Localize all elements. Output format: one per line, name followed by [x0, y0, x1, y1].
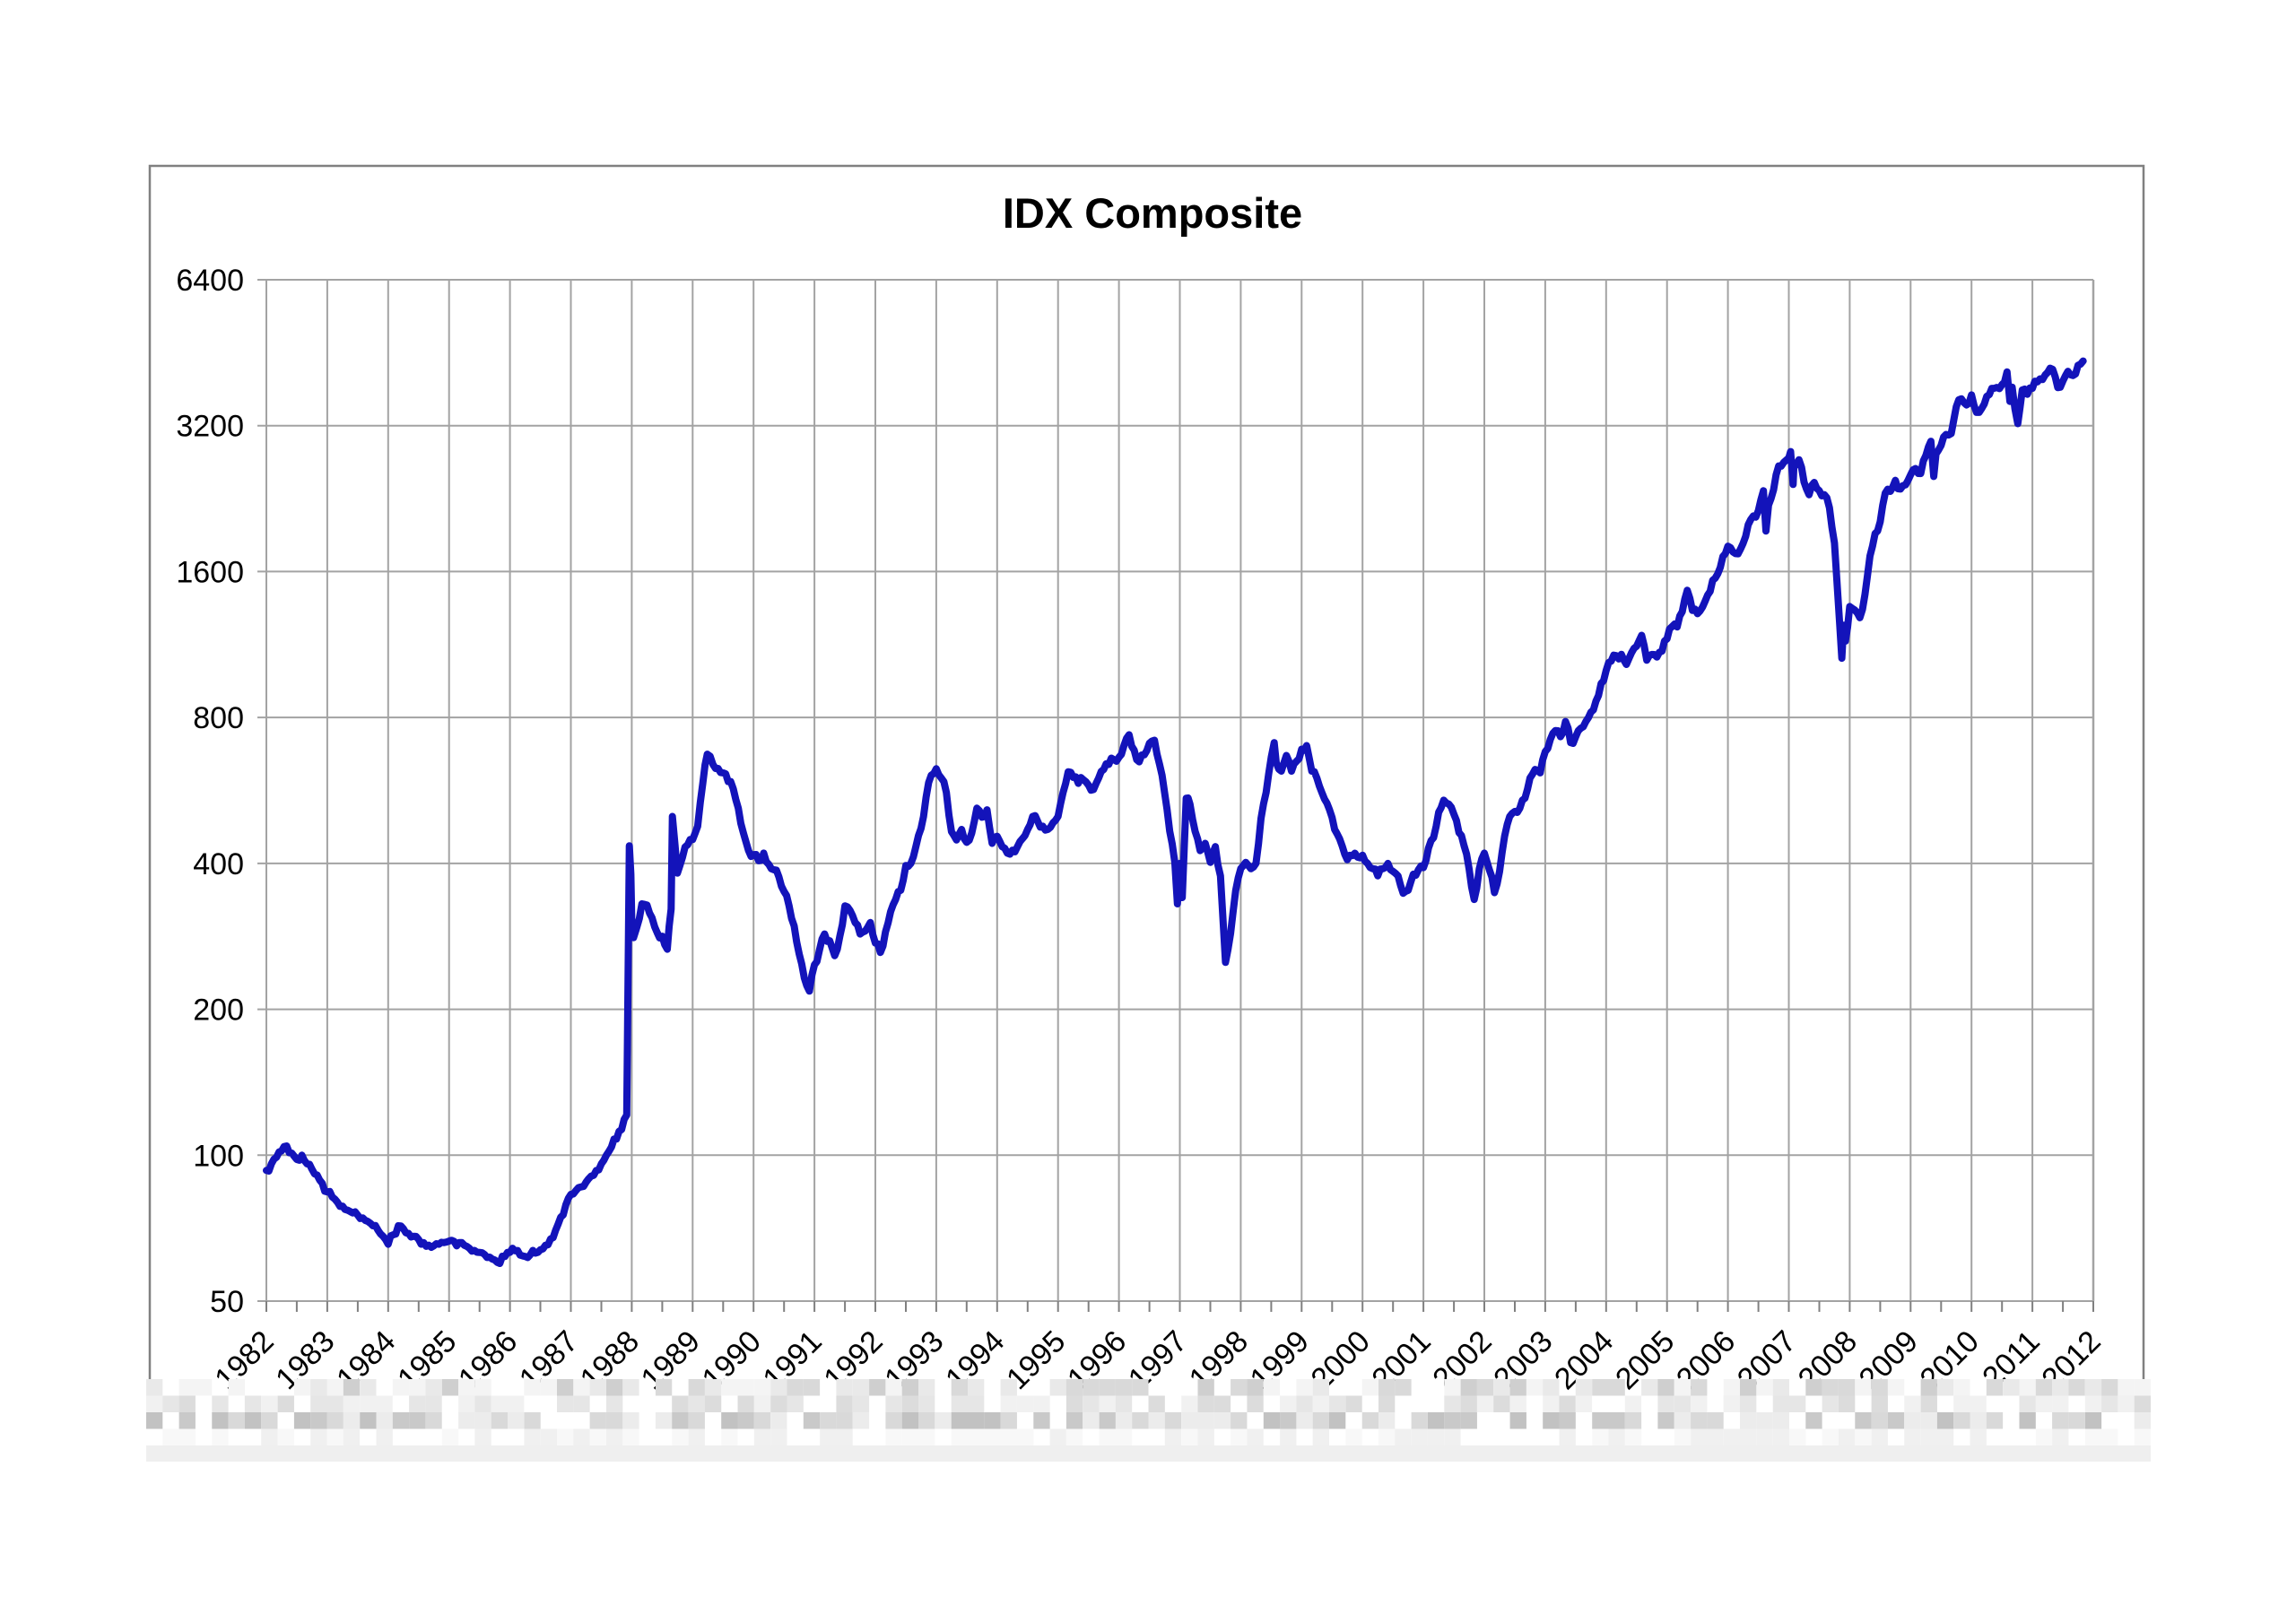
svg-text:1600: 1600: [176, 555, 244, 589]
x-axis-ticks: [265, 1301, 2094, 1312]
svg-text:200: 200: [193, 994, 244, 1028]
svg-text:50: 50: [210, 1285, 244, 1319]
svg-text:6400: 6400: [176, 264, 244, 298]
figure-border: [148, 164, 2145, 1381]
svg-text:100: 100: [193, 1139, 244, 1173]
idx-composite-line: [263, 357, 2087, 1267]
svg-text:3200: 3200: [176, 410, 244, 444]
gridlines: [257, 279, 2094, 1302]
chart-title: IDX Composite: [1002, 189, 1303, 237]
svg-text:400: 400: [193, 847, 244, 881]
redacted-source-mosaic: [146, 1379, 2152, 1462]
y-axis-labels: 6400 3200 1600 800 400 200 100 50: [176, 264, 244, 1319]
svg-text:800: 800: [193, 701, 244, 735]
